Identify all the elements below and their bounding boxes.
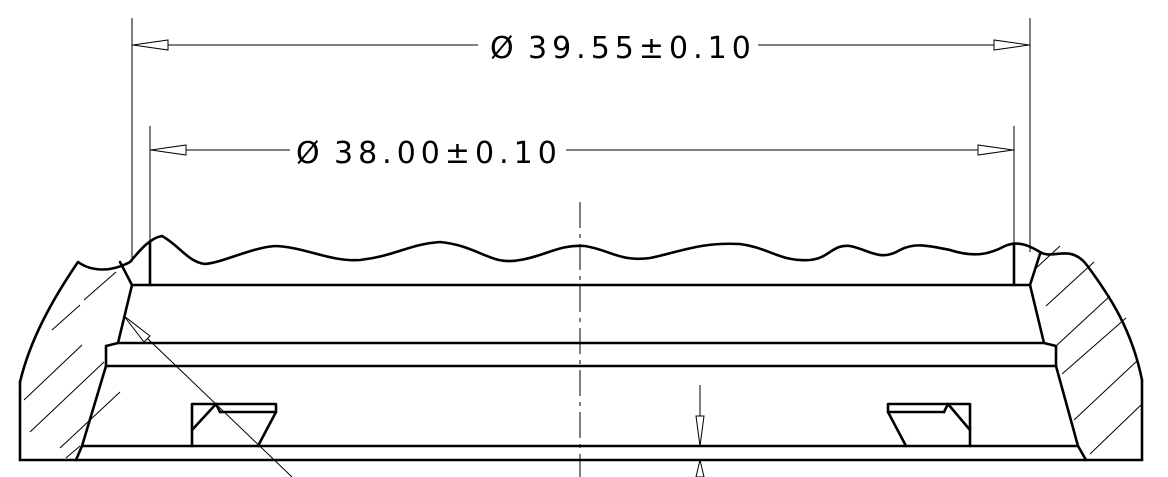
left-chamfer: [74, 283, 134, 462]
thickness-dim-arrow-bottom: [695, 459, 705, 477]
inner-diameter-value: 38.00±0.10: [334, 136, 562, 171]
break-line: [18, 234, 1144, 384]
left-slot-diagonal: [190, 402, 218, 432]
outer-dim-arrow-right: [993, 39, 1030, 51]
outer-diameter-symbol: Ø: [490, 31, 519, 66]
right-slot-diagonal: [946, 402, 972, 432]
inner-diameter-symbol: Ø: [296, 136, 325, 171]
inner-dim-arrow-left: [150, 144, 187, 156]
right-slot-inner-edge: [942, 402, 950, 414]
outer-diameter-value: 39.55±0.10: [528, 31, 756, 66]
right-slot: [886, 402, 972, 448]
chamfer-leader-line: [123, 315, 293, 477]
inner-dim-arrow-right: [977, 144, 1014, 156]
outer-dim-arrow-left: [132, 39, 169, 51]
left-slot: [190, 402, 278, 448]
chamfer-leader-arrow: [123, 315, 151, 343]
right-chamfer: [1028, 283, 1088, 462]
thickness-dim-arrow-top: [695, 415, 705, 447]
left-section-hatch: [23, 271, 121, 459]
right-section-hatch: [1033, 245, 1143, 455]
left-wall-inner: [118, 260, 134, 287]
